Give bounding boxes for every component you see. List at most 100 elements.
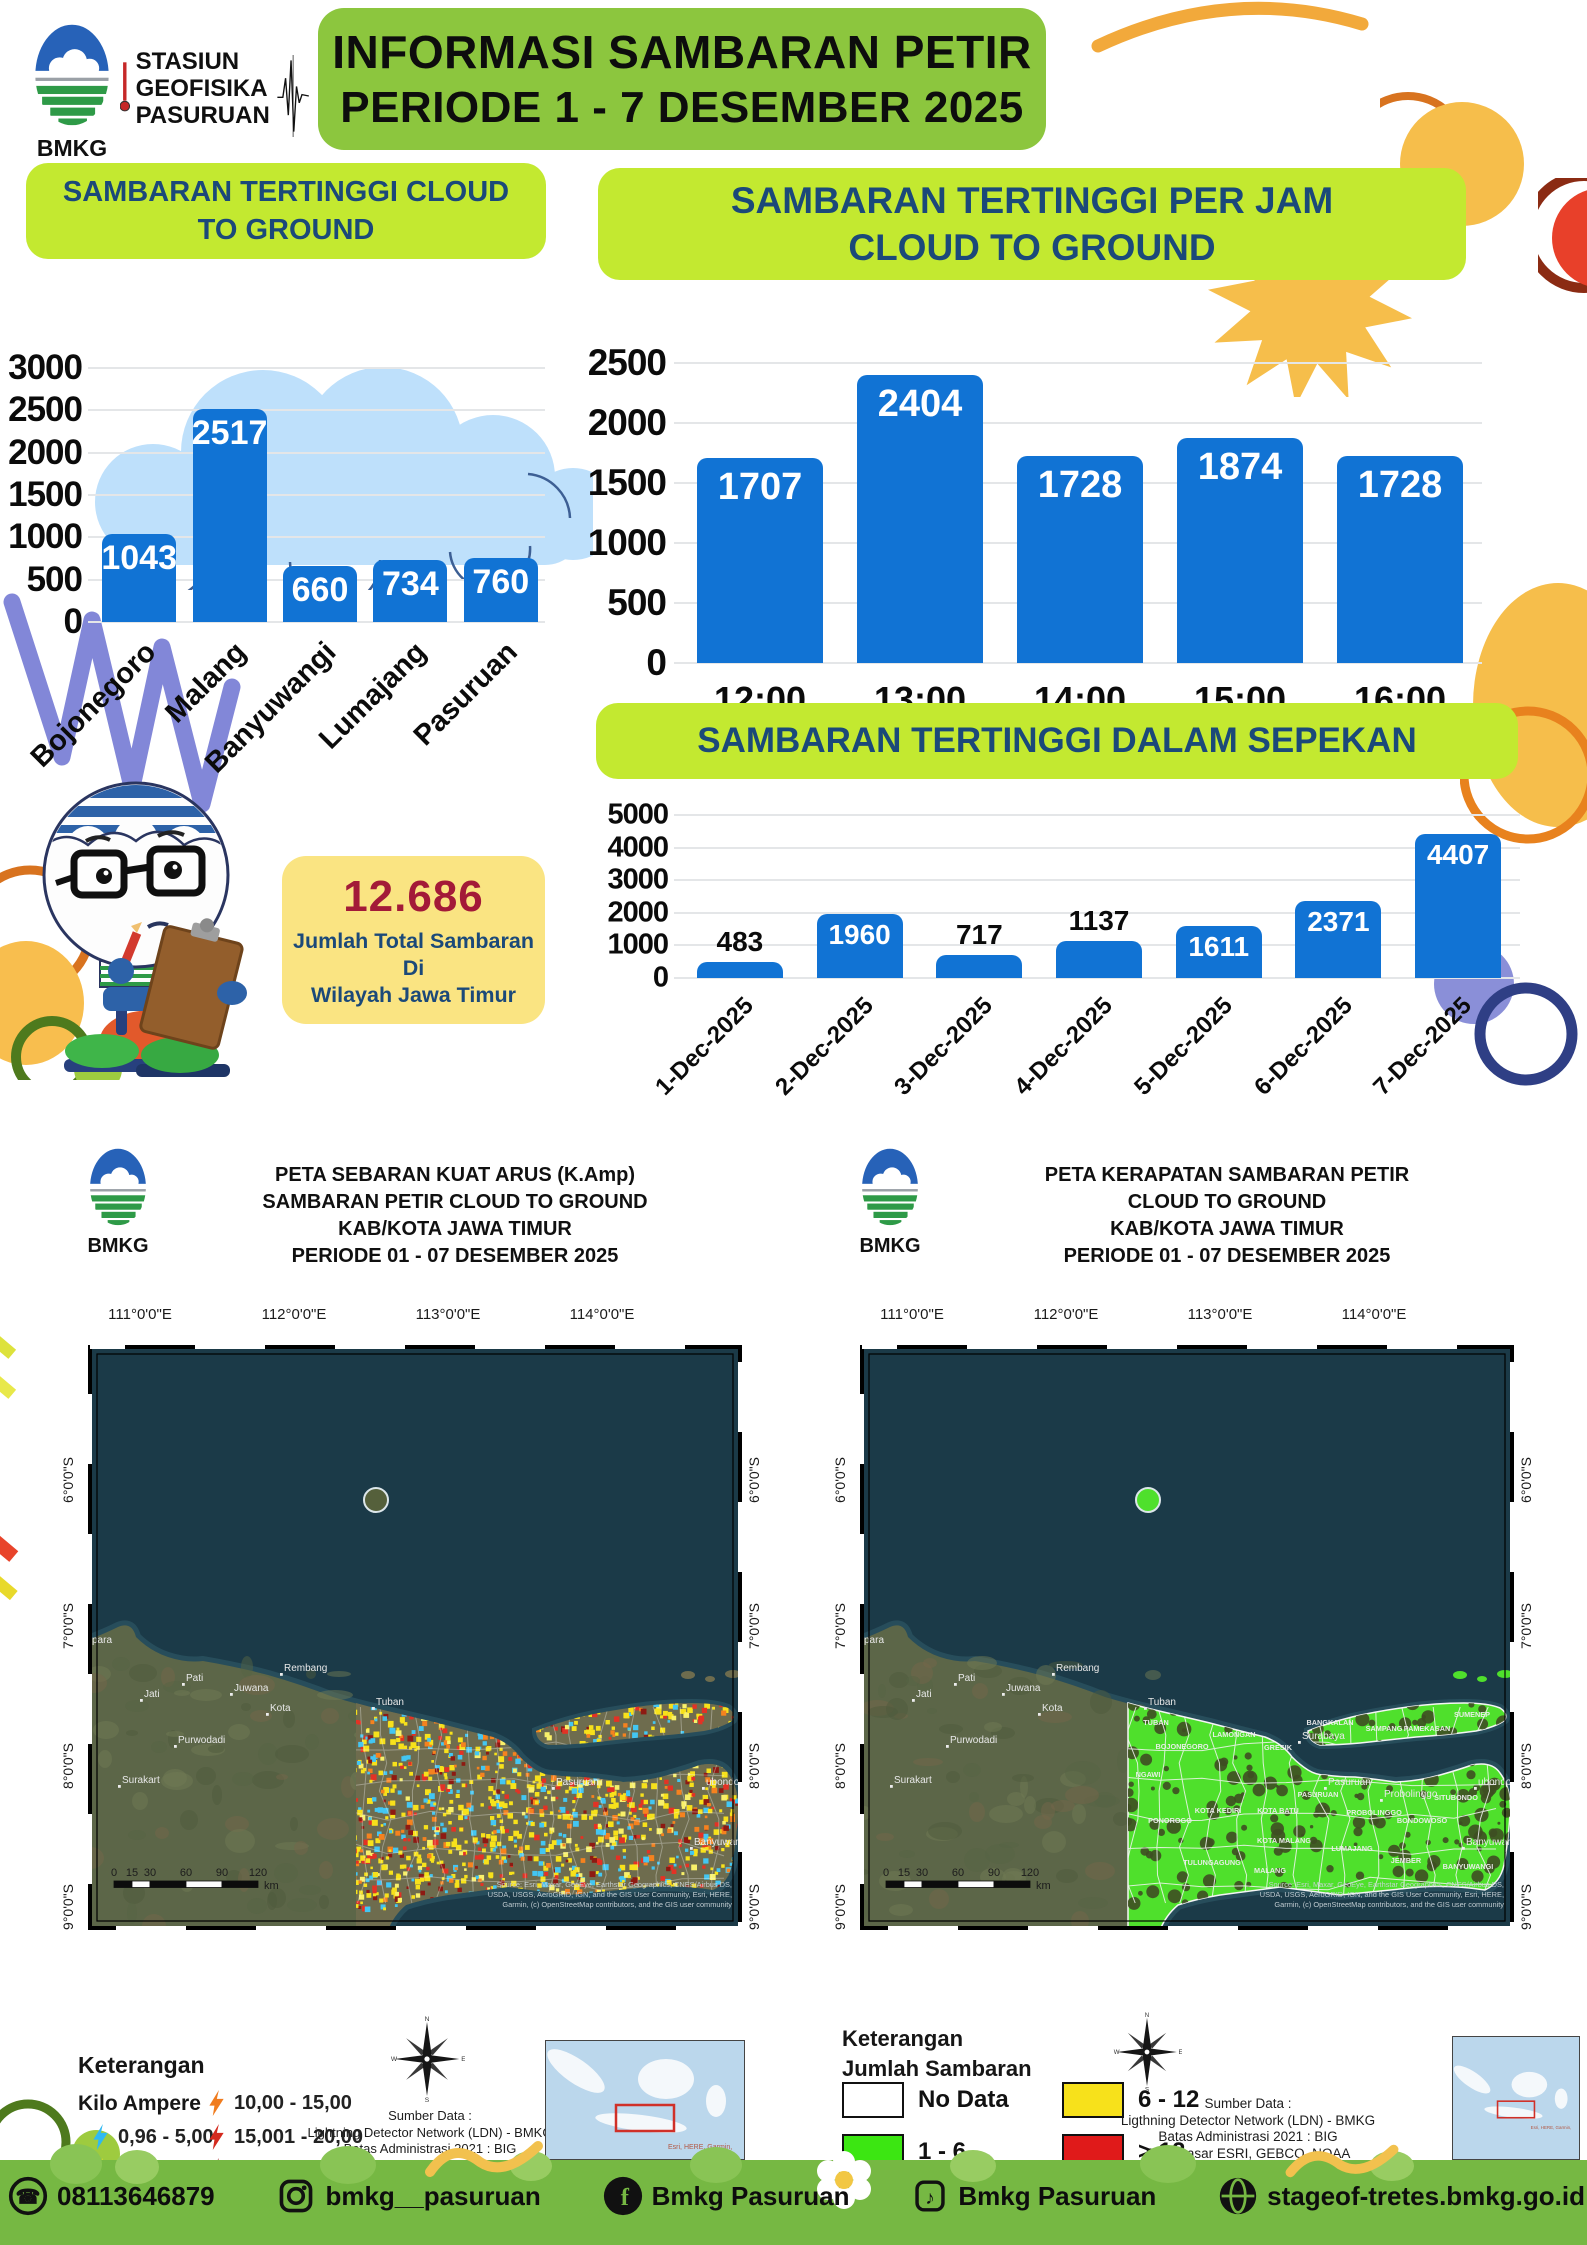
decor-yellow-squiggle bbox=[425, 2141, 543, 2177]
city-label: Purwodadi bbox=[174, 1735, 225, 1748]
latitude-label: 9°0'0"S bbox=[60, 1884, 76, 1930]
latitude-label: 6°0'0"S bbox=[832, 1457, 848, 1503]
region-label: BOJONEGORO bbox=[1155, 1742, 1208, 1751]
bar-value-label: 1728 bbox=[1037, 463, 1123, 506]
longitude-label: 113°0'0"E bbox=[415, 1306, 481, 1323]
grid-line bbox=[674, 422, 1482, 424]
grid-line bbox=[674, 814, 1521, 816]
latitude-label: 8°0'0"S bbox=[60, 1743, 76, 1789]
bar: 1137 bbox=[1056, 905, 1142, 978]
bar-value-label: 1707 bbox=[717, 466, 803, 509]
footer-globe-contact[interactable]: stageof-tretes.bmkg.go.id bbox=[1218, 2176, 1585, 2216]
city-label: Juwana bbox=[1002, 1683, 1041, 1696]
svg-text:Esri, HERE, Garmin,: Esri, HERE, Garmin, bbox=[668, 2144, 732, 2151]
y-tick-label: 1500 bbox=[8, 475, 83, 514]
footer-whatsapp-contact[interactable]: ☎ 08113646879 bbox=[8, 2176, 215, 2216]
chart-highest-strikes-weekly: 5000 4000 3000 2000 1000 0 483 1960 717 1137 1611 2… bbox=[600, 799, 1521, 1122]
chart-highest-strikes-by-city: 3000 2500 2000 1500 1000 500 0 1043 2517 660 734 76… bbox=[2, 348, 550, 779]
bar: 760 bbox=[463, 557, 538, 622]
left-map: para Jati Pati Juwana Rembang Kota Purwodadi Su… bbox=[78, 1345, 748, 1938]
y-tick-label: 1000 bbox=[587, 522, 667, 563]
svg-text:S: S bbox=[1145, 2086, 1149, 2092]
bar-value-label: 2517 bbox=[191, 413, 268, 452]
thermometer-icon bbox=[120, 62, 130, 112]
bar: 734 bbox=[373, 559, 448, 622]
svg-text:Tuban: Tuban bbox=[1148, 1697, 1176, 1708]
bmkg-logo-caption: BMKG bbox=[859, 1235, 921, 1257]
bmkg-mascot bbox=[0, 781, 247, 1080]
grid-line bbox=[674, 362, 1482, 364]
longitude-label: 112°0'0"E bbox=[1033, 1306, 1099, 1323]
bar: 1043 bbox=[101, 533, 177, 622]
legend-range: No Data bbox=[918, 2086, 1009, 2113]
lightning-icon bbox=[93, 2124, 108, 2150]
y-tick-label: 5000 bbox=[607, 798, 669, 831]
longitude-label: 112°0'0"E bbox=[261, 1306, 327, 1323]
svg-text:Surakart: Surakart bbox=[122, 1775, 160, 1786]
bar-value-label: 483 bbox=[716, 926, 764, 958]
bmkg-station-logo: BMKG STASIUN GEOFISIKA PASURUAN bbox=[30, 22, 310, 161]
footer-contact-label: Bmkg Pasuruan bbox=[651, 2180, 850, 2211]
map-attribution: Garmin, (c) OpenStreetMap contributors, … bbox=[502, 1900, 732, 1909]
footer-contact-label: stageof-tretes.bmkg.go.id bbox=[1267, 2180, 1585, 2211]
legend-item: No Data bbox=[842, 2082, 1009, 2118]
whatsapp-icon: ☎ bbox=[8, 2176, 48, 2216]
y-tick-label: 4000 bbox=[607, 831, 669, 864]
svg-text:Pasuruan: Pasuruan bbox=[1328, 1777, 1371, 1788]
footer-facebook-contact[interactable]: f Bmkg Pasuruan bbox=[603, 2176, 850, 2216]
latitude-label: 9°0'0"S bbox=[1518, 1884, 1534, 1930]
region-label: KOTA BATU bbox=[1257, 1806, 1299, 1815]
city-label: Jati bbox=[912, 1689, 932, 1702]
region-label: PONOROGO bbox=[1148, 1816, 1192, 1825]
latitude-label: 7°0'0"S bbox=[746, 1603, 762, 1649]
x-tick-label: 1-Dec-2025 bbox=[650, 992, 759, 1101]
svg-text:Pati: Pati bbox=[186, 1673, 203, 1684]
bar-value-label: 4407 bbox=[1426, 839, 1490, 871]
bar: 1874 bbox=[1177, 438, 1303, 663]
chart-highest-strikes-per-hour: 2500 2000 1500 1000 500 0 1707 2404 1728 1874 1728… bbox=[580, 342, 1485, 720]
city-label: ubondo bbox=[702, 1777, 740, 1790]
left-map-longitude-labels: 111°0'0"E 112°0'0"E 113°0'0"E 114°0'0"E bbox=[88, 1306, 742, 1328]
city-label: Tuban bbox=[372, 1697, 404, 1710]
tiktok-icon: ♪ bbox=[915, 2180, 946, 2212]
bar: 1728 bbox=[1017, 455, 1143, 663]
city-label: Rembang bbox=[1052, 1663, 1099, 1676]
y-tick-label: 2000 bbox=[587, 402, 667, 443]
latitude-label: 9°0'0"S bbox=[746, 1884, 762, 1930]
footer-instagram-contact[interactable]: bmkg__pasuruan bbox=[276, 2176, 541, 2216]
right-map-title: PETA KERAPATAN SAMBARAN PETIR CLOUD TO GR… bbox=[1044, 1164, 1410, 1267]
svg-text:para: para bbox=[864, 1635, 884, 1646]
legend-item: 0,96 - 5,00 bbox=[92, 2124, 214, 2150]
y-tick-label: 2000 bbox=[8, 432, 83, 472]
grid-line bbox=[674, 977, 1521, 979]
svg-text:Pasuruan: Pasuruan bbox=[556, 1777, 599, 1788]
svg-text:f: f bbox=[620, 2184, 629, 2211]
compass-rose-icon: N S W E bbox=[391, 2016, 465, 2102]
svg-text:Jati: Jati bbox=[144, 1689, 160, 1700]
svg-text:15: 15 bbox=[126, 1867, 138, 1879]
decor-flower bbox=[817, 2151, 871, 2209]
region-label: SAMPANG bbox=[1366, 1724, 1403, 1733]
plot-area: 1043 2517 660 734 760 bbox=[88, 367, 546, 623]
lightning-icon bbox=[209, 2090, 224, 2116]
legend-item: 6 - 12 bbox=[1062, 2082, 1199, 2118]
grid-line bbox=[674, 662, 1482, 664]
decor-left-stripe-red bbox=[0, 1529, 19, 1601]
city-label: Probolinggo bbox=[1380, 1789, 1438, 1802]
bar: 1960 bbox=[816, 914, 903, 978]
svg-text:Purwodadi: Purwodadi bbox=[178, 1735, 225, 1746]
main-title-line2: PERIODE 1 - 7 DESEMBER 2025 bbox=[340, 83, 1024, 132]
svg-text:Rembang: Rembang bbox=[1056, 1663, 1099, 1674]
bar: 2371 bbox=[1295, 900, 1382, 978]
decor-red-circle bbox=[1538, 178, 1587, 293]
region-label: PASURUAN bbox=[1298, 1790, 1339, 1799]
inset-extent-box bbox=[614, 2103, 676, 2133]
bar: 660 bbox=[283, 566, 357, 622]
right-legend-heading: Keterangan bbox=[842, 2026, 964, 2051]
city-label: Jati bbox=[140, 1689, 160, 1702]
footer-tiktok-contact[interactable]: ♪ Bmkg Pasuruan bbox=[911, 2176, 1156, 2216]
city-label: Kota bbox=[1038, 1703, 1063, 1716]
latitude-label: 7°0'0"S bbox=[1518, 1603, 1534, 1649]
